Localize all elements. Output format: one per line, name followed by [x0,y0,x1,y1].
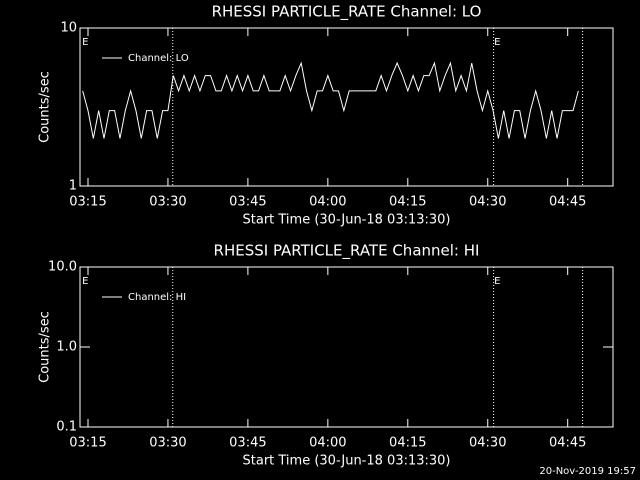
y-axis-label: Counts/sec [38,71,53,143]
legend-label: Channel: LO [128,53,189,64]
y-tick-label: 0.1 [56,420,77,435]
x-tick-label: 04:45 [549,195,586,210]
y-tick-label: 1 [69,179,77,194]
x-tick-label: 04:15 [389,195,426,210]
x-tick-label: 04:30 [469,436,506,451]
x-tick-label: 03:15 [69,195,106,210]
event-label: E [494,37,500,48]
x-axis-label: Start Time (30-Jun-18 03:13:30) [243,213,451,228]
y-tick-label: 1.0 [56,340,77,355]
legend-label: Channel: HI [128,292,186,303]
x-tick-label: 03:30 [149,195,186,210]
x-tick-label: 03:45 [229,195,266,210]
x-tick-label: 04:00 [309,195,346,210]
x-tick-label: 03:30 [149,436,186,451]
y-tick-label: 10 [60,21,77,36]
x-tick-label: 03:15 [69,436,106,451]
x-tick-label: 04:15 [389,436,426,451]
chart-title: RHESSI PARTICLE_RATE Channel: LO [212,3,482,22]
y-axis-label: Counts/sec [38,311,53,383]
plot-frame [79,266,614,428]
event-label: E [82,276,88,287]
x-tick-label: 04:30 [469,195,506,210]
x-axis-label: Start Time (30-Jun-18 03:13:30) [243,454,451,469]
x-tick-label: 04:45 [549,436,586,451]
x-tick-label: 03:45 [229,436,266,451]
plot-frame [79,27,614,187]
event-label: E [82,37,88,48]
x-tick-label: 04:00 [309,436,346,451]
data-line [82,61,579,139]
y-tick-label: 10.0 [48,260,77,275]
event-label: E [494,276,500,287]
chart-title: RHESSI PARTICLE_RATE Channel: HI [214,242,480,261]
footer-date: 20-Nov-2019 19:57 [539,466,636,477]
